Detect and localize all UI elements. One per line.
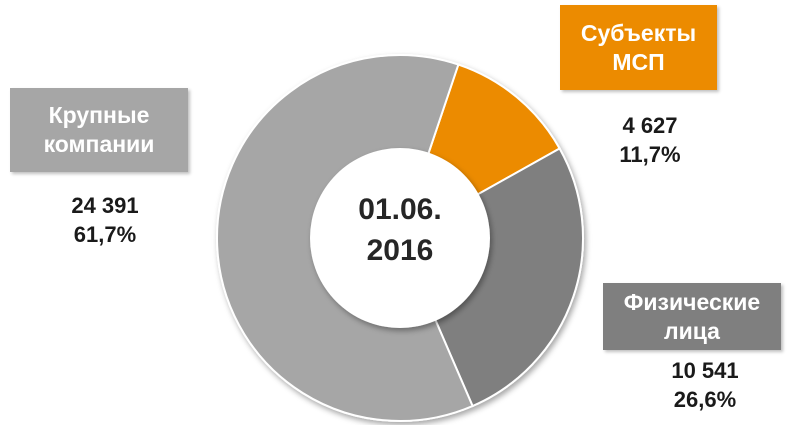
percent-label: 26,6% — [673, 386, 737, 412]
category-label: Крупные компании — [10, 88, 188, 172]
value-label: 10 541 — [671, 358, 739, 383]
donut-hole — [310, 148, 490, 328]
value-label-group: 4 627 11,7% — [590, 112, 710, 169]
category-label: Субъекты МСП — [560, 5, 717, 90]
value-label-group: 24 391 61,7% — [45, 192, 165, 249]
percent-label: 11,7% — [619, 141, 681, 167]
center-label: 01.06. 2016 — [358, 193, 442, 267]
value-label: 4 627 — [622, 113, 678, 138]
value-label: 24 391 — [71, 193, 139, 218]
category-label: Физические лица — [603, 283, 781, 350]
percent-label: 61,7% — [73, 221, 137, 247]
value-label-group: 10 541 26,6% — [645, 357, 765, 414]
